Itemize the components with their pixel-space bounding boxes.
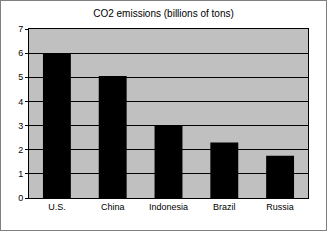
svg-text:1: 1 [18, 169, 23, 179]
svg-text:China: China [101, 202, 125, 212]
svg-text:U.S.: U.S. [48, 202, 66, 212]
svg-text:CO2 emissions (billions of ton: CO2 emissions (billions of tons) [93, 8, 234, 19]
svg-text:7: 7 [18, 24, 23, 34]
svg-text:5: 5 [18, 72, 23, 82]
svg-text:0: 0 [18, 193, 23, 203]
svg-text:3: 3 [18, 121, 23, 131]
svg-text:Brazil: Brazil [213, 202, 236, 212]
svg-text:6: 6 [18, 48, 23, 58]
svg-text:2: 2 [18, 145, 23, 155]
svg-text:Indonesia: Indonesia [149, 202, 188, 212]
svg-text:4: 4 [18, 97, 23, 107]
svg-text:Russia: Russia [266, 202, 294, 212]
